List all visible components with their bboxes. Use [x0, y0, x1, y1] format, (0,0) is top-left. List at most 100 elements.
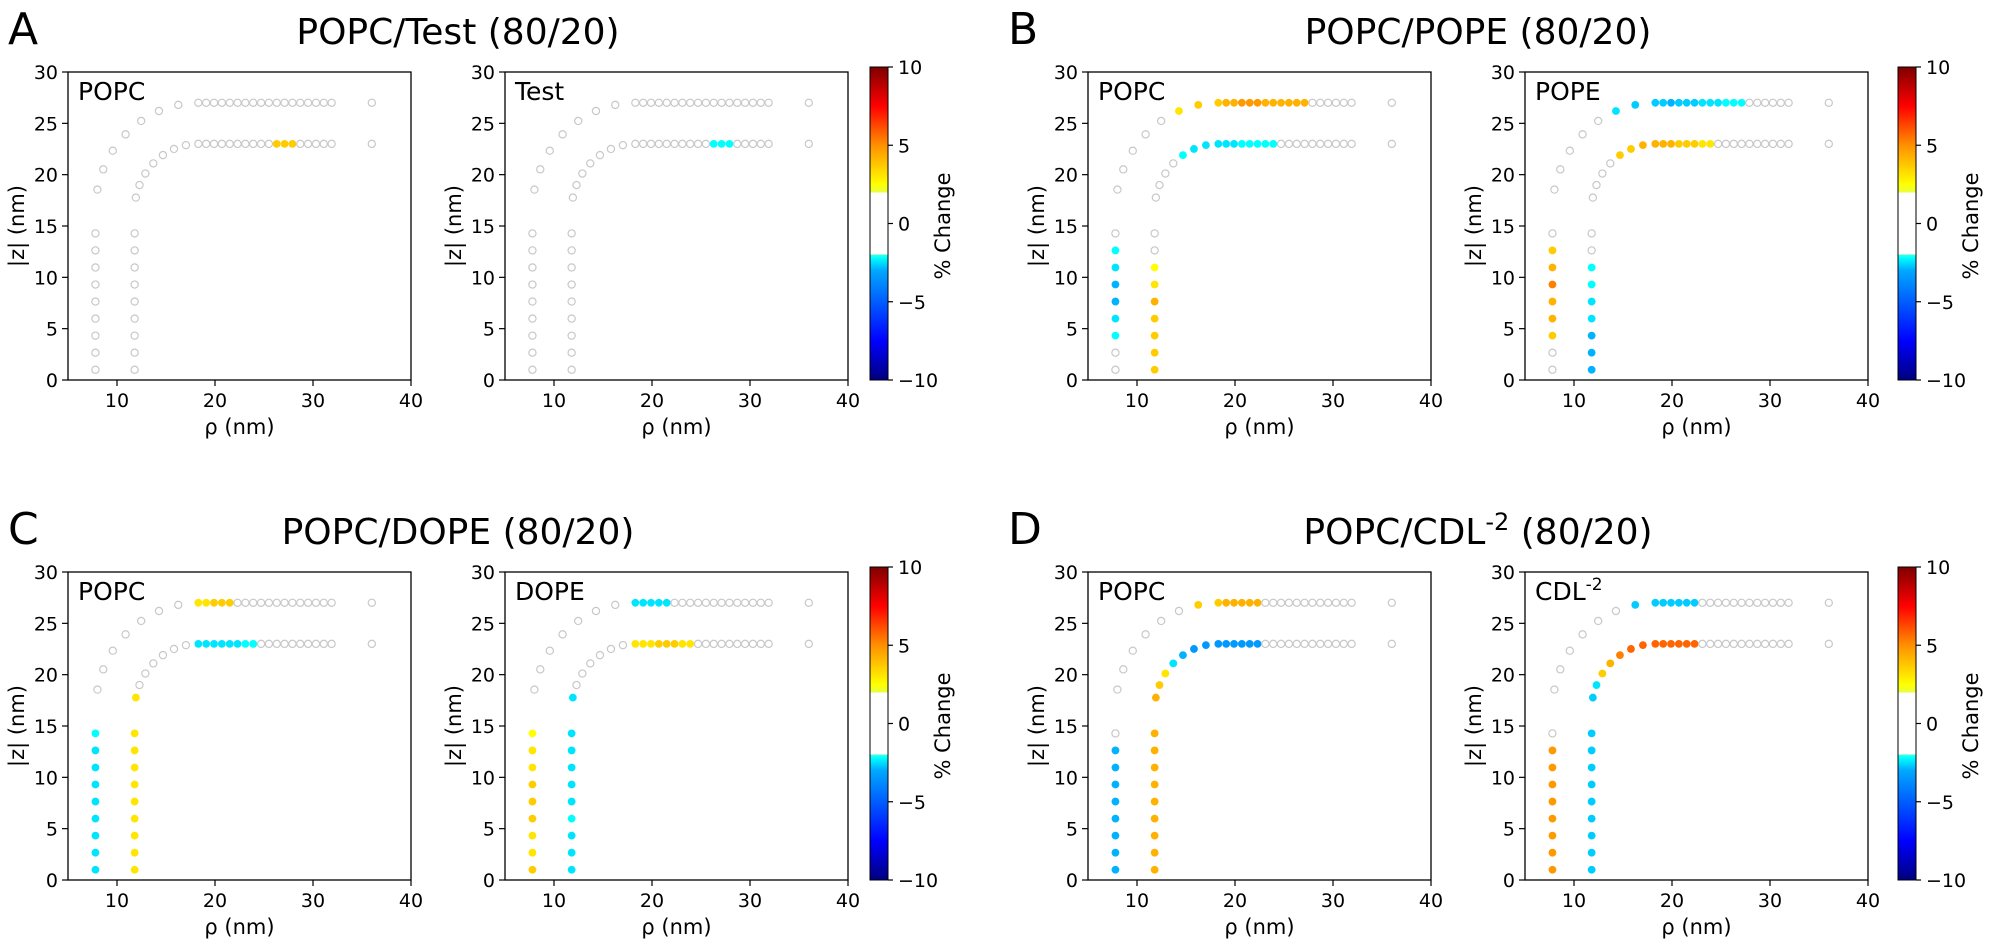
inner-leaflet-point-neutral [1729, 139, 1738, 149]
y-tick-label: 25 [1054, 113, 1078, 135]
outer-leaflet-point-neutral [209, 98, 219, 108]
outer-leaflet-point [1674, 98, 1683, 107]
inner-leaflet-point-neutral [149, 159, 158, 168]
outer-leaflet-point [1292, 98, 1301, 107]
y-tick-label: 5 [1066, 819, 1078, 841]
inner-leaflet-point-neutral [1784, 639, 1793, 649]
outer-leaflet-point-neutral [1128, 646, 1137, 655]
outer-leaflet-point-neutral [1556, 165, 1565, 174]
inner-leaflet-point [1587, 797, 1596, 806]
outer-leaflet-point-neutral [1776, 598, 1785, 608]
inner-leaflet-point [1230, 139, 1238, 148]
outer-leaflet-point [528, 763, 537, 772]
outer-leaflet-point [1612, 107, 1620, 115]
y-tick-label: 20 [1491, 165, 1515, 187]
inner-leaflet-point [1616, 651, 1624, 660]
outer-leaflet-point-neutral [701, 598, 711, 608]
outer-leaflet-point [1722, 98, 1730, 107]
outer-leaflet-point-neutral [1331, 98, 1341, 108]
inner-leaflet-point [1674, 639, 1683, 648]
outer-leaflet-point [1277, 98, 1285, 107]
outer-leaflet-point-neutral [288, 598, 297, 608]
outer-leaflet-point-neutral [733, 98, 742, 108]
inner-leaflet-point-neutral [1753, 639, 1762, 649]
outer-leaflet-point-neutral [233, 98, 242, 108]
inner-leaflet-point-neutral [327, 639, 336, 649]
inner-leaflet-point-neutral [606, 644, 616, 654]
panel-C: C POPC/DOPE (80/20) 10 20 30 40 0 5 10 15 20 25 30 ρ … [5, 504, 955, 939]
outer-leaflet-point-neutral [725, 98, 734, 108]
outer-leaflet-point-neutral [646, 98, 656, 108]
inner-leaflet-point-neutral [678, 139, 687, 149]
inner-leaflet-point-neutral [572, 180, 581, 190]
y-tick-label: 30 [1054, 62, 1078, 84]
inner-leaflet-point [1150, 865, 1159, 874]
inner-leaflet-point-neutral [1776, 639, 1785, 649]
outer-leaflet-point-neutral [1347, 598, 1356, 608]
outer-leaflet-point [91, 797, 100, 806]
colorbar-tick-label: 10 [1926, 557, 1950, 579]
panel-title: POPC/DOPE (80/20) [282, 512, 635, 553]
outer-leaflet-point-neutral [1565, 146, 1574, 155]
inner-leaflet-point [1659, 139, 1668, 148]
axes-frame [67, 571, 412, 881]
y-tick-label: 30 [34, 62, 58, 84]
outer-leaflet-point-neutral [740, 98, 750, 108]
x-tick-label: 10 [105, 890, 129, 912]
colorbar-tick-label: −10 [898, 370, 938, 392]
outer-leaflet-point-neutral [249, 98, 258, 108]
inner-leaflet-point-neutral [209, 139, 219, 149]
outer-leaflet-point [1237, 598, 1246, 607]
outer-leaflet-point-neutral [1113, 185, 1122, 194]
inner-leaflet-point-neutral [1768, 139, 1778, 149]
panel-title-main: POPC/CDL [1303, 512, 1485, 553]
inner-leaflet-point-neutral [135, 680, 144, 690]
inner-leaflet-point [1222, 639, 1231, 648]
inner-leaflet-point [567, 746, 576, 755]
inner-leaflet-point [1245, 139, 1254, 148]
inner-leaflet-point-neutral [1308, 639, 1317, 649]
inner-leaflet-point-neutral [1776, 139, 1785, 149]
inner-leaflet-point-neutral [1598, 169, 1607, 178]
outer-leaflet-point-neutral [528, 331, 537, 340]
inner-leaflet-point-neutral [130, 280, 139, 289]
outer-leaflet-point-neutral [573, 616, 583, 626]
inner-leaflet-point-neutral [567, 246, 576, 255]
inner-leaflet-point [662, 639, 671, 648]
x-tick-label: 20 [1223, 890, 1247, 912]
outer-leaflet-point [1729, 98, 1738, 107]
y-tick-label: 20 [1491, 665, 1515, 687]
x-axis-label: ρ (nm) [641, 915, 711, 939]
inner-leaflet-point [130, 865, 139, 874]
outer-leaflet-point-neutral [1745, 598, 1754, 608]
outer-leaflet-point-neutral [154, 106, 164, 116]
inner-leaflet-point-neutral [264, 139, 274, 149]
axes-frame [1087, 571, 1432, 881]
inner-leaflet-point-neutral [1387, 139, 1396, 149]
outer-leaflet-point [91, 729, 100, 738]
inner-leaflet-point [567, 831, 576, 840]
inner-leaflet-point-neutral [567, 365, 576, 374]
outer-leaflet-point-neutral [804, 598, 814, 608]
x-tick-label: 10 [105, 390, 129, 412]
inner-leaflet-point-neutral [1387, 639, 1396, 649]
y-tick-label: 0 [46, 870, 58, 892]
outer-leaflet-point-neutral [1113, 685, 1122, 694]
outer-leaflet-point [1194, 100, 1203, 109]
inset-label-main: POPC [78, 577, 145, 606]
colorbar-label: % Change [931, 172, 955, 279]
outer-leaflet-point-neutral [678, 598, 687, 608]
outer-leaflet-point-neutral [1387, 598, 1396, 608]
colorbar-tick-label: 5 [898, 135, 910, 157]
outer-leaflet-point-neutral [1269, 598, 1278, 608]
inner-leaflet-point [1639, 141, 1647, 150]
inner-leaflet-point [1606, 659, 1615, 668]
outer-leaflet-point-neutral [91, 331, 100, 340]
inner-leaflet-point-neutral [631, 139, 640, 149]
inner-leaflet-point-neutral [804, 639, 814, 649]
inner-leaflet-point [1155, 681, 1164, 689]
inner-leaflet-point-neutral [131, 193, 141, 202]
outer-leaflet-point [1253, 98, 1262, 107]
y-tick-label: 15 [1491, 716, 1515, 738]
outer-leaflet-point-neutral [264, 98, 274, 108]
